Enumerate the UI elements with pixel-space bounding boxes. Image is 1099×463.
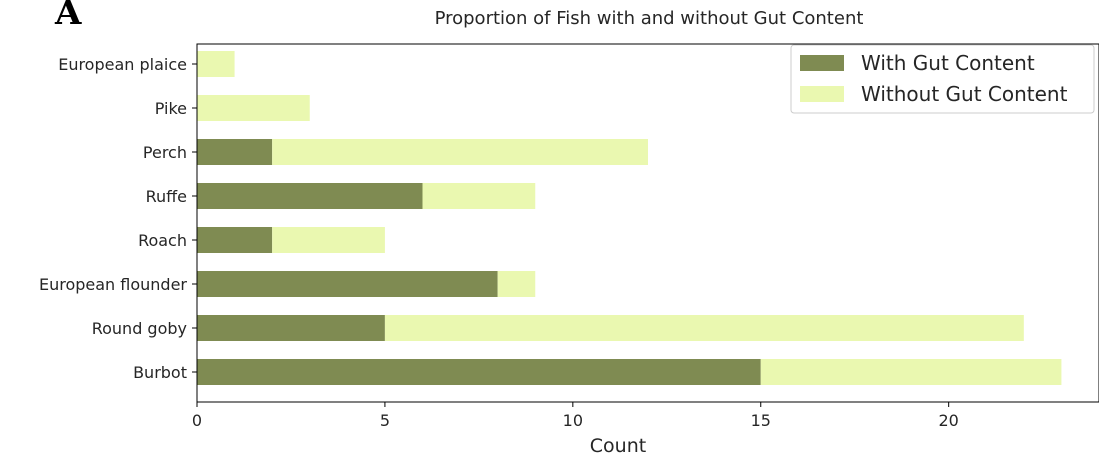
legend-swatch-with-gut-content: [800, 55, 844, 71]
bar-pike-without-gut-content: [197, 95, 310, 121]
y-tick-label-round-goby: Round goby: [92, 319, 187, 338]
y-tick-label-roach: Roach: [138, 231, 187, 250]
x-tick-label-5: 5: [380, 411, 390, 430]
bars-layer: [197, 51, 1062, 385]
bar-round-goby-without-gut-content: [384, 315, 1024, 341]
x-tick-label-20: 20: [938, 411, 958, 430]
panel-label: A: [54, 0, 82, 33]
y-axis-ticks: Burbot Round goby European flounder Roach Ru…: [39, 55, 197, 382]
y-tick-label-ruffe: Ruffe: [146, 187, 187, 206]
bar-european-flounder-with-gut-content: [197, 271, 498, 297]
bar-european-flounder-without-gut-content: [497, 271, 536, 297]
plot-frame: [196, 43, 1099, 403]
legend-swatch-without-gut-content: [800, 86, 844, 102]
y-tick-label-european-plaice: European plaice: [58, 55, 187, 74]
legend-box: [790, 44, 1095, 114]
y-tick-label-european-flounder: European flounder: [39, 275, 187, 294]
y-tick-label-perch: Perch: [143, 143, 187, 162]
legend-label-without-gut-content: Without Gut Content: [861, 82, 1068, 106]
y-tick-label-burbot: Burbot: [133, 363, 187, 382]
bar-european-plaice-without-gut-content: [197, 51, 235, 77]
bar-ruffe-without-gut-content: [422, 183, 536, 209]
x-axis-label: Count: [590, 435, 646, 457]
x-tick-label-15: 15: [751, 411, 771, 430]
legend-label-with-gut-content: With Gut Content: [861, 51, 1035, 75]
bar-burbot-with-gut-content: [197, 359, 761, 385]
bar-ruffe-with-gut-content: [197, 183, 423, 209]
chart-title: Proportion of Fish with and without Gut …: [435, 8, 864, 29]
bar-round-goby-with-gut-content: [197, 315, 385, 341]
y-tick-label-pike: Pike: [155, 99, 187, 118]
x-tick-label-0: 0: [192, 411, 202, 430]
bar-burbot-without-gut-content: [760, 359, 1062, 385]
bar-roach-without-gut-content: [272, 227, 385, 253]
bar-perch-with-gut-content: [197, 139, 273, 165]
legend: With Gut Content Without Gut Content: [790, 44, 1095, 114]
x-tick-label-10: 10: [563, 411, 583, 430]
bar-perch-without-gut-content: [272, 139, 648, 165]
bar-roach-with-gut-content: [197, 227, 273, 253]
x-axis-ticks: 0 5 10 15 20: [192, 402, 959, 430]
